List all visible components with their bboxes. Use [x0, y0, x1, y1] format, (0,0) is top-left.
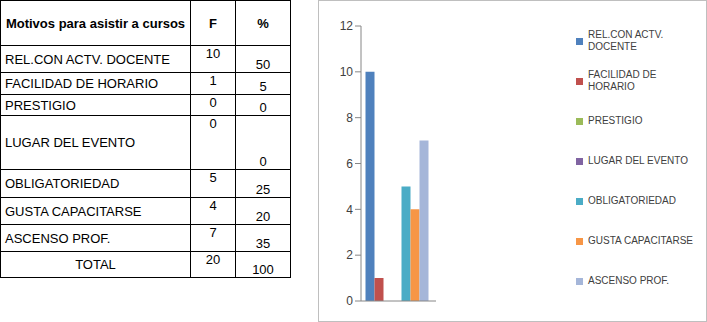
html-text:4: 4 — [209, 198, 217, 213]
html-text:7: 7 — [209, 225, 217, 240]
html-text:35: 35 — [255, 236, 271, 251]
html-text:FACILIDAD DE HORARIO: FACILIDAD DE HORARIO — [5, 76, 159, 91]
svg-text:4: 4 — [346, 203, 353, 217]
html-text:FACILIDAD DE HORARIO: FACILIDAD DE HORARIO — [588, 69, 657, 92]
html-text:LUGAR DEL EVENTO: LUGAR DEL EVENTO — [588, 155, 688, 166]
html-text:REL.CON ACTV. DOCENTE: REL.CON ACTV. DOCENTE — [5, 51, 170, 67]
html-text:TOTAL: TOTAL — [75, 257, 116, 272]
html-text:100: 100 — [252, 262, 274, 277]
html-text:20: 20 — [205, 252, 221, 267]
svg-text:0: 0 — [346, 294, 353, 308]
html-text:50: 50 — [255, 57, 271, 72]
html-text:Motivos para asistir a cursos: Motivos para asistir a cursos — [5, 15, 186, 31]
html-text:ASCENSO PROF.: ASCENSO PROF. — [588, 275, 670, 286]
html-text:OBLIGATORIEDAD: OBLIGATORIEDAD — [5, 176, 120, 191]
html-text:REL.CON ACTV. DOCENTE: REL.CON ACTV. DOCENTE — [588, 29, 664, 52]
svg-text:6: 6 — [346, 157, 353, 171]
html-text:10: 10 — [205, 46, 221, 61]
html-text:1: 1 — [209, 73, 217, 88]
html-text:ASCENSO PROF.: ASCENSO PROF. — [5, 230, 111, 246]
html-text:25: 25 — [255, 182, 271, 197]
html-text:LUGAR DEL EVENTO: LUGAR DEL EVENTO — [5, 135, 135, 150]
html-text:PRESTIGIO: PRESTIGIO — [588, 115, 643, 126]
html-text:PRESTIGIO: PRESTIGIO — [5, 97, 76, 113]
html-text:0: 0 — [209, 116, 217, 131]
html-text:0: 0 — [259, 154, 267, 169]
html-text:5: 5 — [259, 79, 267, 94]
html-text:OBLIGATORIEDAD: OBLIGATORIEDAD — [588, 195, 676, 206]
html-text:20: 20 — [255, 209, 271, 224]
svg-text:10: 10 — [340, 65, 354, 79]
svg-text:12: 12 — [340, 19, 354, 33]
html-text:GUSTA CAPACITARSE: GUSTA CAPACITARSE — [588, 235, 693, 246]
html-text:0: 0 — [259, 100, 267, 115]
html-text:F: F — [209, 15, 217, 31]
html-text:5: 5 — [209, 170, 217, 185]
html-text:0: 0 — [209, 95, 217, 110]
svg-text:8: 8 — [346, 111, 353, 125]
svg-text:2: 2 — [346, 248, 353, 262]
html-text:GUSTA CAPACITARSE: GUSTA CAPACITARSE — [5, 203, 142, 219]
